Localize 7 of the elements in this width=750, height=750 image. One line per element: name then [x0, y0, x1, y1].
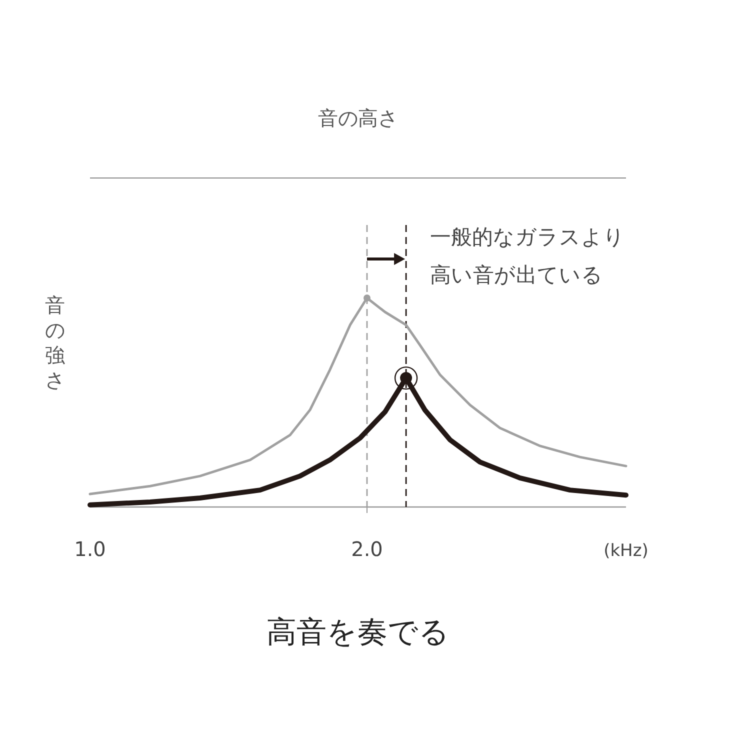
x-tick-label: 1.0	[74, 537, 106, 561]
x-axis-title: (kHz)	[604, 541, 648, 561]
text: 高音を奏でる	[266, 614, 450, 652]
subtitle: 音の高さ	[318, 106, 398, 130]
x-tick-label: 2.0	[351, 537, 383, 561]
ylabel: 音の強さ	[45, 293, 65, 392]
text: 一般的なガラスより高い音が出ている	[430, 224, 626, 289]
